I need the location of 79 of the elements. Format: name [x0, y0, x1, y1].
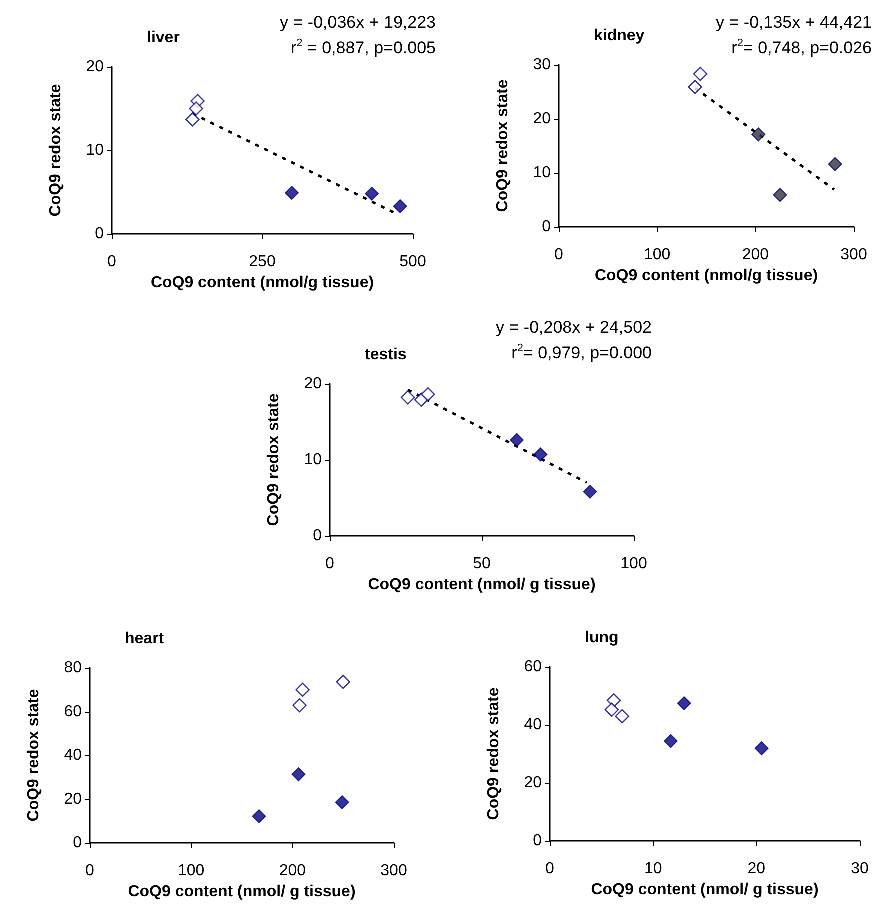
x-tick-label: 10: [644, 860, 662, 878]
y-axis-title: CoQ9 redox state: [266, 394, 282, 526]
point: [828, 157, 842, 172]
x-axis-title: CoQ9 content (nmol/ g tissue): [128, 883, 356, 900]
point: [534, 448, 548, 462]
point: [186, 112, 200, 127]
y-tick-label: 10: [533, 164, 552, 182]
text: y = -0,135x + 44,421: [716, 13, 872, 32]
point: [335, 796, 350, 810]
point: [189, 102, 204, 116]
point: [296, 682, 310, 698]
y-tick-label: 60: [64, 703, 82, 720]
x-tick-label: 20: [748, 860, 766, 878]
point: [664, 734, 678, 748]
y-tick-label: 40: [524, 716, 542, 734]
point: [336, 674, 350, 690]
y-tick-label: 0: [542, 218, 552, 236]
text: y = -0,208x + 24,502: [496, 318, 652, 337]
point: [510, 433, 524, 448]
x-tick-label: 100: [620, 556, 648, 572]
chart-title: lung: [585, 630, 619, 646]
point: [400, 390, 416, 405]
x-tick-label: 0: [326, 556, 335, 572]
point: [688, 80, 702, 94]
x-axis-title: CoQ9 content (nmol/ g tissue): [368, 576, 596, 594]
y-tick-label: 0: [533, 832, 542, 850]
chart-title: heart: [125, 630, 165, 648]
y-tick-label: 20: [86, 58, 104, 76]
point: [752, 128, 766, 142]
y-tick-label: 0: [313, 528, 322, 544]
point: [292, 698, 307, 713]
x-axis-title: CoQ9 content (nmol/g tissue): [594, 267, 818, 284]
x-tick-label: 300: [380, 862, 408, 880]
x-tick-label: 50: [473, 556, 491, 572]
y-tick-label: 10: [86, 142, 104, 159]
y-tick-label: 0: [95, 226, 104, 242]
point: [252, 810, 266, 824]
x-tick-label: 200: [742, 246, 770, 264]
y-axis-title: CoQ9 redox state: [486, 688, 502, 820]
text: y = -0,036x + 19,223: [280, 13, 436, 32]
point: [421, 387, 436, 402]
y-tick-label: 20: [304, 376, 322, 392]
point: [393, 199, 408, 214]
x-tick-label: 0: [108, 254, 117, 270]
y-tick-label: 40: [64, 747, 82, 764]
x-tick-label: 100: [644, 246, 671, 264]
point: [615, 709, 630, 724]
point: [677, 696, 692, 711]
point: [754, 741, 769, 756]
point: [292, 768, 306, 782]
y-axis-title: CoQ9 redox state: [48, 84, 64, 217]
x-tick-label: 100: [178, 862, 205, 880]
chart-title: testis: [365, 346, 407, 364]
y-tick-label: 20: [64, 790, 82, 808]
x-tick-label: 0: [554, 246, 564, 264]
y-axis-title: CoQ9 redox state: [494, 80, 512, 212]
y-tick-label: 10: [304, 452, 322, 468]
point: [285, 186, 299, 200]
x-tick-label: 300: [840, 246, 868, 264]
x-axis-title: CoQ9 content (nmol/g tissue): [150, 274, 374, 292]
point: [365, 186, 380, 201]
chart-title: liver: [147, 30, 180, 46]
y-tick-label: 80: [64, 660, 82, 676]
y-axis-title: CoQ9 redox state: [26, 689, 42, 822]
x-tick-label: 500: [400, 254, 426, 270]
y-tick-label: 0: [73, 834, 82, 852]
x-tick-label: 250: [249, 254, 276, 270]
chart-title: kidney: [594, 28, 645, 44]
x-tick-label: 30: [851, 860, 869, 878]
point: [604, 702, 620, 718]
point: [583, 484, 598, 499]
y-tick-label: 30: [533, 56, 552, 74]
y-tick-label: 20: [524, 774, 542, 792]
x-axis-title: CoQ9 content (nmol/ g tissue): [591, 881, 819, 898]
y-tick-label: 20: [533, 110, 552, 128]
point: [773, 188, 788, 202]
x-tick-label: 200: [279, 862, 306, 880]
y-tick-label: 60: [524, 658, 542, 676]
point: [693, 67, 708, 82]
